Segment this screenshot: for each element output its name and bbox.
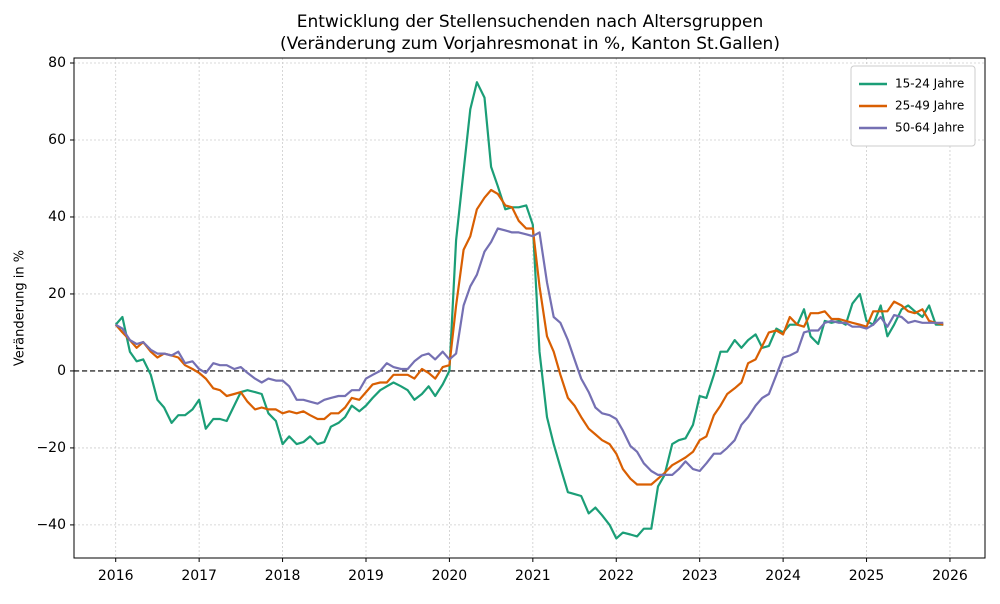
chart-title: Entwicklung der Stellensuchenden nach Al…: [297, 12, 764, 32]
legend: 15-24 Jahre 25-49 Jahre 50-64 Jahre: [850, 65, 976, 147]
y-tick-label: 60: [48, 132, 66, 148]
x-tick-label: 2016: [98, 568, 134, 584]
series-line: [114, 81, 944, 540]
x-tick-label: 2020: [432, 568, 468, 584]
x-tick-label: 2018: [265, 568, 301, 584]
y-tick-label: −40: [36, 517, 66, 533]
x-tick-label: 2019: [348, 568, 384, 584]
y-tick-label: 20: [48, 286, 66, 302]
x-tick-label: 2023: [682, 568, 718, 584]
plot-frame: [73, 57, 986, 559]
x-tick-label: 2017: [181, 568, 217, 584]
legend-label: 50-64 Jahre: [895, 121, 964, 135]
legend-box: [850, 65, 976, 147]
y-tick-label: 0: [57, 363, 66, 379]
x-tick-label: 2024: [765, 568, 801, 584]
y-tick-label: −20: [36, 440, 66, 456]
series-line: [115, 227, 944, 476]
x-tick-label: 2026: [932, 568, 968, 584]
x-tick-label: 2021: [515, 568, 551, 584]
x-tick-label: 2025: [849, 568, 885, 584]
x-tick-label: 2022: [598, 568, 634, 584]
legend-label: 15-24 Jahre: [895, 77, 964, 91]
legend-label: 25-49 Jahre: [895, 99, 964, 113]
chart-subtitle: (Veränderung zum Vorjahresmonat in %, Ka…: [280, 34, 780, 54]
y-tick-label: 80: [48, 55, 66, 71]
y-axis-label: Veränderung in %: [13, 250, 28, 366]
y-tick-label: 40: [48, 209, 66, 225]
series-line: [114, 188, 944, 486]
